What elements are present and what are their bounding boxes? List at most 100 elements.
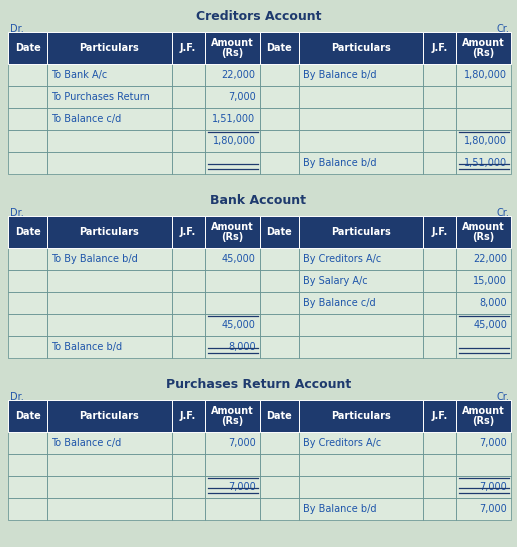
Bar — [456, 248, 511, 270]
Bar — [456, 314, 511, 336]
Text: By Balance b/d: By Balance b/d — [303, 504, 376, 514]
Bar — [205, 432, 260, 454]
Bar — [172, 432, 205, 454]
Bar — [8, 314, 48, 336]
Bar — [456, 64, 511, 86]
Bar — [260, 454, 299, 476]
Text: To Balance c/d: To Balance c/d — [51, 438, 121, 448]
Bar — [260, 336, 299, 358]
Bar — [423, 454, 456, 476]
Bar — [299, 216, 423, 248]
Text: 7,000: 7,000 — [228, 92, 255, 102]
Text: Cr.: Cr. — [496, 392, 509, 402]
Bar — [48, 292, 172, 314]
Bar — [260, 498, 299, 520]
Bar — [205, 270, 260, 292]
Bar — [423, 400, 456, 432]
Text: Particulars: Particulars — [331, 227, 391, 237]
Text: 7,000: 7,000 — [479, 482, 507, 492]
Bar — [172, 454, 205, 476]
Bar — [260, 216, 299, 248]
Bar — [48, 152, 172, 174]
Text: By Balance b/d: By Balance b/d — [303, 70, 376, 80]
Bar — [423, 336, 456, 358]
Bar — [299, 432, 423, 454]
Bar — [172, 476, 205, 498]
Text: Date: Date — [15, 43, 40, 53]
Bar — [456, 130, 511, 152]
Bar — [423, 64, 456, 86]
Bar — [456, 476, 511, 498]
Bar — [423, 270, 456, 292]
Bar — [8, 336, 48, 358]
Bar — [456, 400, 511, 432]
Bar — [172, 108, 205, 130]
Bar — [8, 432, 48, 454]
Text: To Bank A/c: To Bank A/c — [51, 70, 108, 80]
Text: 22,000: 22,000 — [221, 70, 255, 80]
Text: 8,000: 8,000 — [228, 342, 255, 352]
Bar — [48, 314, 172, 336]
Bar — [456, 216, 511, 248]
Bar — [456, 336, 511, 358]
Text: To Balance b/d: To Balance b/d — [51, 342, 123, 352]
Bar — [8, 64, 48, 86]
Text: By Balance b/d: By Balance b/d — [303, 158, 376, 168]
Bar — [260, 152, 299, 174]
Bar — [48, 498, 172, 520]
Bar — [48, 130, 172, 152]
Bar — [8, 86, 48, 108]
Text: J.F.: J.F. — [432, 43, 448, 53]
Text: By Salary A/c: By Salary A/c — [303, 276, 368, 286]
Text: To Purchases Return: To Purchases Return — [51, 92, 150, 102]
Bar — [423, 314, 456, 336]
Bar — [172, 130, 205, 152]
Bar — [172, 336, 205, 358]
Text: J.F.: J.F. — [432, 411, 448, 421]
Bar — [423, 130, 456, 152]
Bar — [8, 248, 48, 270]
Bar — [205, 292, 260, 314]
Bar — [205, 108, 260, 130]
Text: Amount
(Rs): Amount (Rs) — [210, 405, 253, 427]
Bar — [260, 476, 299, 498]
Text: 15,000: 15,000 — [473, 276, 507, 286]
Bar — [299, 64, 423, 86]
Bar — [8, 130, 48, 152]
Bar — [48, 108, 172, 130]
Text: To Balance c/d: To Balance c/d — [51, 114, 121, 124]
Text: Purchases Return Account: Purchases Return Account — [166, 377, 351, 391]
Bar — [8, 454, 48, 476]
Bar — [423, 86, 456, 108]
Bar — [205, 476, 260, 498]
Bar — [260, 432, 299, 454]
Text: 7,000: 7,000 — [479, 438, 507, 448]
Text: Date: Date — [15, 227, 40, 237]
Bar — [423, 432, 456, 454]
Text: Dr.: Dr. — [10, 24, 24, 34]
Bar — [48, 86, 172, 108]
Text: Bank Account: Bank Account — [210, 194, 307, 207]
Bar — [48, 64, 172, 86]
Bar — [172, 216, 205, 248]
Text: Particulars: Particulars — [331, 411, 391, 421]
Text: Amount
(Rs): Amount (Rs) — [462, 222, 505, 242]
Text: By Balance c/d: By Balance c/d — [303, 298, 375, 308]
Bar — [172, 32, 205, 64]
Bar — [8, 476, 48, 498]
Text: J.F.: J.F. — [180, 43, 196, 53]
Text: Date: Date — [266, 411, 292, 421]
Bar — [172, 400, 205, 432]
Text: Particulars: Particulars — [80, 43, 140, 53]
Text: 1,51,000: 1,51,000 — [212, 114, 255, 124]
Text: Creditors Account: Creditors Account — [196, 9, 321, 22]
Text: Amount
(Rs): Amount (Rs) — [210, 222, 253, 242]
Bar — [456, 108, 511, 130]
Text: Amount
(Rs): Amount (Rs) — [210, 38, 253, 59]
Bar — [260, 292, 299, 314]
Bar — [205, 64, 260, 86]
Text: J.F.: J.F. — [180, 227, 196, 237]
Bar — [299, 270, 423, 292]
Bar — [260, 108, 299, 130]
Bar — [260, 64, 299, 86]
